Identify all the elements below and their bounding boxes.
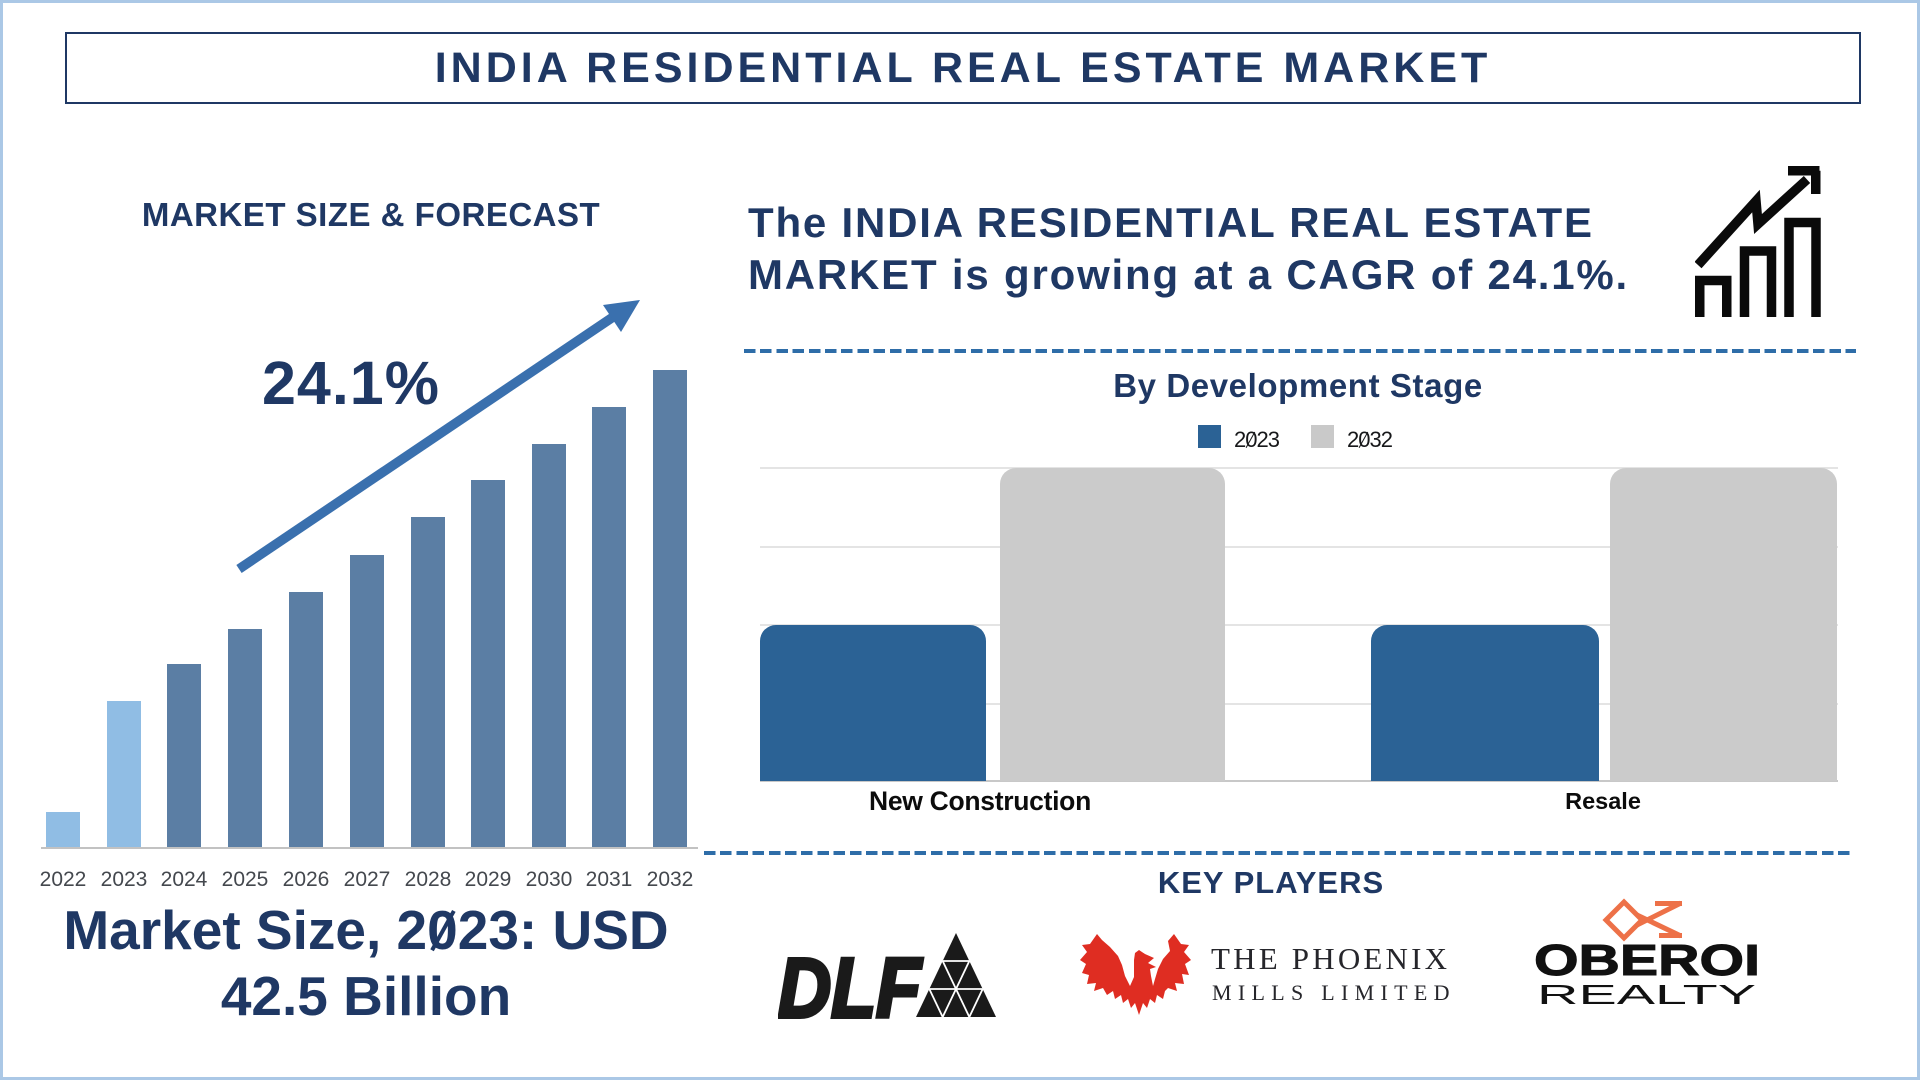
svg-text:THE PHOENIX: THE PHOENIX: [1211, 941, 1450, 976]
svg-text:MILLS LIMITED: MILLS LIMITED: [1212, 980, 1456, 1005]
svg-text:DLF: DLF: [778, 941, 923, 1021]
svg-text:REALTY: REALTY: [1537, 979, 1757, 1010]
svg-text:OBEROI: OBEROI: [1534, 936, 1760, 985]
